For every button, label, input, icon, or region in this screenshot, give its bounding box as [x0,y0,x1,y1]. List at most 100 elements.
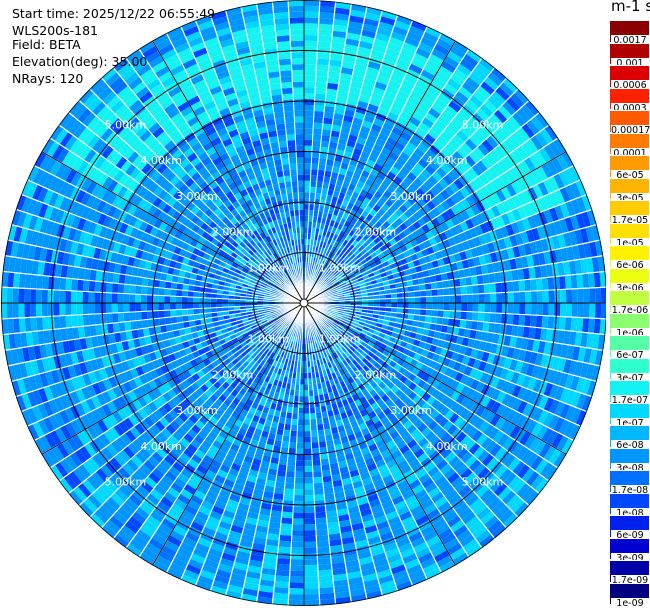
radar-gate [342,232,349,240]
radar-gate [540,238,549,252]
radar-gate [304,104,314,111]
radar-gate [564,374,575,389]
radar-gate [47,290,54,303]
radar-gate [521,142,534,157]
radar-gate [461,337,470,347]
radar-gate [164,281,172,289]
radar-gate [525,291,532,303]
radar-gate [413,284,420,292]
radar-gate [317,546,330,554]
radar-gate [418,321,425,329]
radar-gate [286,471,295,478]
radar-gate [402,297,409,303]
radar-gate [535,278,543,291]
radar-gate [437,114,451,127]
radar-gate [352,69,366,78]
radar-gate [304,46,317,53]
radar-gate [204,303,211,308]
radar-gate [564,275,572,289]
radar-gate [458,363,468,374]
radar-gate [435,193,446,204]
radar-gate [368,187,377,196]
radar-gate [367,328,375,334]
radar-gate [354,142,365,151]
radar-gate [421,169,432,180]
radar-gate [495,282,502,293]
radar-gate [47,276,55,290]
radar-gate [416,327,424,335]
radar-gate [371,182,380,191]
radar-gate [320,0,336,8]
radar-gate [418,122,431,134]
radar-gate [304,40,318,47]
radar-gate [594,288,602,303]
radar-gate [332,166,340,174]
radar-gate [335,315,343,320]
radar-gate [434,98,448,110]
radar-gate [350,300,357,303]
radar-gate [423,322,431,330]
radar-gate [435,224,445,234]
radar-gate [100,313,107,324]
radar-gate [582,318,590,333]
radar-gate [312,453,321,461]
radar-gate [443,126,456,139]
radar-gate [313,122,323,130]
radar-gate [373,162,383,172]
radar-gate [564,217,575,232]
radar-gate [388,238,397,246]
radar-gate [158,295,165,303]
radar-gate [426,86,441,98]
radar-gate [312,257,316,264]
radar-gate [316,523,328,530]
radar-gate [379,101,392,112]
radar-gate [382,229,390,237]
radar-gate [385,85,399,96]
radar-gate [461,259,470,269]
radar-gate [304,541,317,548]
radar-gate [503,357,513,370]
radar-gate [458,86,473,99]
radar-gate [386,216,395,225]
radar-gate [130,320,138,331]
radar-gate [412,221,422,230]
radar-gate [366,66,380,76]
radar-gate [480,264,489,275]
radar-gate [473,147,485,160]
radar-gate [551,329,559,343]
radar-gate [450,193,461,205]
radar-gate [511,325,519,337]
radar-gate [199,297,206,303]
radar-gate [520,338,529,350]
radar-gate [437,339,445,348]
radar-gate [395,317,402,324]
radar-gate [318,158,327,165]
radar-gate [292,529,304,537]
radar-gate [440,272,448,281]
radar-gate [527,391,538,405]
radar-gate [293,506,304,513]
radar-gate [490,218,500,230]
radar-gate [452,326,460,336]
radar-gate [424,133,436,145]
radar-gate [309,198,315,205]
radar-gate [577,244,586,259]
radar-gate [431,337,440,346]
radar-gate [453,252,462,262]
radar-gate [423,357,432,367]
radar-gate [479,372,489,384]
radar-gate [470,275,478,286]
radar-gate [77,279,84,291]
radar-gate [288,447,297,455]
radar-gate [520,362,530,375]
radar-gate [465,77,480,90]
radar-gate [513,292,520,303]
radar-gate [408,25,425,37]
radar-gate [409,331,417,339]
radar-gate [582,273,590,288]
radar-gate [315,517,327,525]
radar-gate [304,244,307,251]
radar-gate [395,185,406,195]
radar-gate [318,163,326,171]
radar-gate [425,190,436,201]
